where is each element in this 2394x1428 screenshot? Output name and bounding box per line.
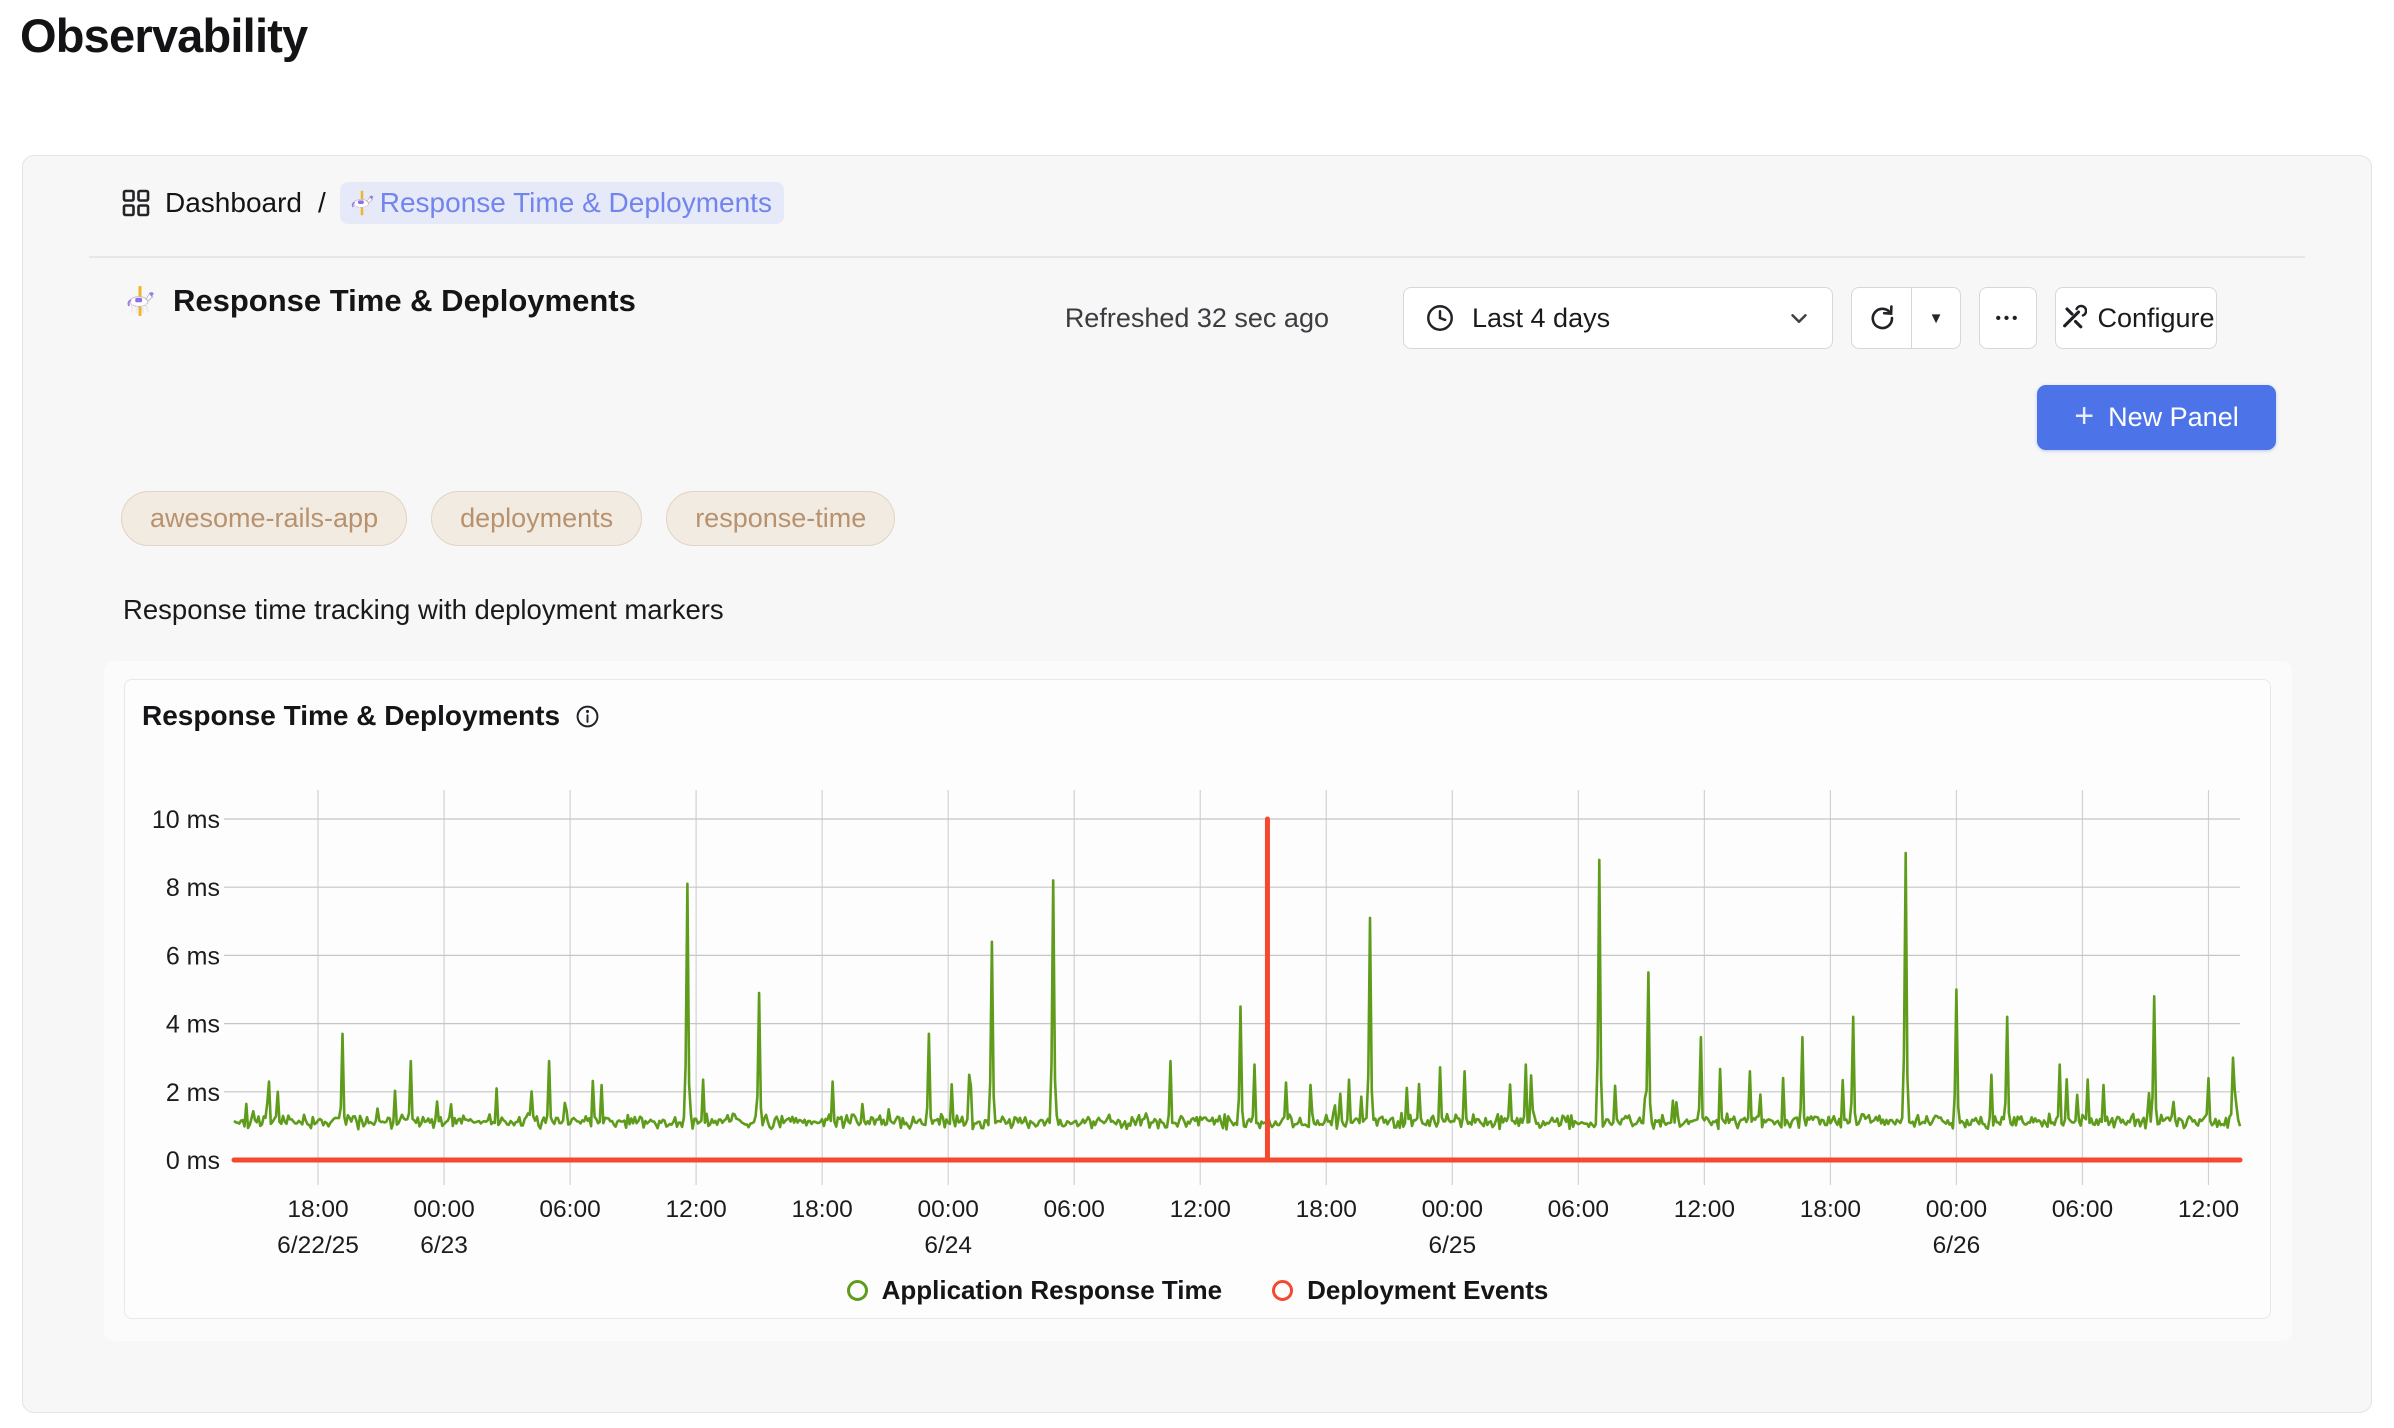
carousel-horse-icon	[348, 189, 376, 217]
x-tick-label: 18:00	[1296, 1196, 1357, 1223]
time-range-select[interactable]: Last 4 days	[1403, 287, 1833, 349]
carousel-horse-icon	[123, 284, 157, 318]
y-tick-label: 8 ms	[166, 874, 220, 902]
legend-ring-icon	[1272, 1280, 1294, 1301]
panel-description: Response time tracking with deployment m…	[123, 594, 724, 625]
x-tick-label: 12:00	[1170, 1196, 1231, 1223]
chart-title: Response Time & Deployments	[142, 700, 561, 731]
x-tick-label: 00:00	[918, 1196, 979, 1223]
panel-heading: Response Time & Deployments	[123, 283, 636, 319]
chart-panel: Response Time & Deployments 18:00 6/22/25…	[124, 679, 2271, 1319]
dashboard-grid-icon	[121, 188, 151, 218]
x-tick-label: 12:00	[1674, 1196, 1735, 1223]
plus-icon: +	[2074, 397, 2095, 435]
tools-icon	[2057, 303, 2088, 333]
legend-label: Application Response Time	[881, 1275, 1223, 1305]
x-tick-label: 06:00	[539, 1196, 600, 1223]
info-icon[interactable]	[574, 703, 601, 730]
time-range-value: Last 4 days	[1472, 302, 1611, 333]
y-tick-label: 10 ms	[152, 806, 220, 834]
chevron-down-icon	[1786, 305, 1812, 331]
ellipsis-icon: •••	[1995, 309, 2021, 327]
refresh-dropdown-toggle[interactable]: ▼	[1911, 287, 1961, 349]
configure-label: Configure	[2097, 302, 2215, 333]
legend-ring-icon	[846, 1280, 868, 1301]
x-tick-label: 12:00	[665, 1196, 726, 1223]
configure-button[interactable]: Configure	[2055, 287, 2217, 349]
legend-item[interactable]: Application Response Time	[846, 1275, 1223, 1306]
y-tick-label: 0 ms	[166, 1147, 220, 1175]
controls-row: Refreshed 32 sec ago Last 4 days	[1065, 286, 2217, 350]
x-tick-label: 18:00	[287, 1196, 348, 1223]
tags-row: awesome-rails-app deployments response-tim…	[121, 491, 896, 546]
y-tick-label: 6 ms	[166, 942, 220, 970]
x-tick-label: 00:00	[1926, 1196, 1987, 1223]
x-tick-date: 6/22/25	[277, 1232, 359, 1259]
new-panel-label: New Panel	[2108, 402, 2239, 432]
breadcrumb-current-label: Response Time & Deployments	[379, 187, 772, 218]
x-tick-label: 06:00	[2052, 1196, 2113, 1223]
refreshed-status: Refreshed 32 sec ago	[1064, 302, 1329, 333]
x-tick-date: 6/25	[1428, 1232, 1476, 1259]
x-tick-label: 00:00	[1422, 1196, 1483, 1223]
response-time-line	[233, 851, 2242, 1131]
chart-svg: 18:00 6/22/25 00:00 6/23 06:00 12:00 18:00 00:0…	[152, 790, 2243, 1259]
breadcrumb-current-link[interactable]: Response Time & Deployments	[339, 182, 784, 224]
x-tick-date: 6/23	[420, 1232, 468, 1259]
breadcrumb-dashboard-link[interactable]: Dashboard	[165, 187, 302, 218]
tag-chip[interactable]: deployments	[431, 491, 643, 546]
chart-title-row: Response Time & Deployments	[142, 700, 601, 732]
legend-label: Deployment Events	[1307, 1275, 1549, 1305]
refresh-icon	[1867, 303, 1897, 333]
tag-chip[interactable]: response-time	[666, 491, 896, 546]
page-title: Observability	[20, 9, 308, 62]
breadcrumb: Dashboard / Response Time & Deployments	[121, 178, 784, 228]
x-tick-date: 6/26	[1933, 1232, 1981, 1259]
y-tick-label: 4 ms	[166, 1011, 220, 1039]
x-tick-label: 00:00	[413, 1196, 474, 1223]
triangle-down-icon: ▼	[1928, 309, 1944, 327]
refresh-button-group: ▼	[1851, 287, 1961, 349]
more-options-button[interactable]: •••	[1979, 287, 2037, 349]
x-tick-label: 18:00	[1800, 1196, 1861, 1223]
x-tick-label: 06:00	[1044, 1196, 1105, 1223]
header-divider	[89, 256, 2305, 258]
legend-item[interactable]: Deployment Events	[1272, 1275, 1548, 1306]
new-panel-button[interactable]: + New Panel	[2037, 385, 2276, 450]
clock-icon	[1424, 302, 1456, 334]
chart-section: Response Time & Deployments 18:00 6/22/25…	[104, 661, 2292, 1341]
x-tick-label: 12:00	[2178, 1196, 2239, 1223]
chart-legend: Application Response Time Deployment Even…	[125, 1275, 2270, 1306]
tag-chip[interactable]: awesome-rails-app	[121, 491, 408, 546]
x-tick-label: 18:00	[791, 1196, 852, 1223]
y-tick-label: 2 ms	[166, 1079, 220, 1107]
dashboard-card: Dashboard / Response Time & Deployments	[22, 155, 2372, 1413]
x-tick-date: 6/24	[924, 1232, 972, 1259]
refresh-button[interactable]	[1851, 287, 1911, 349]
x-tick-label: 06:00	[1548, 1196, 1609, 1223]
breadcrumb-separator: /	[317, 187, 326, 218]
panel-title: Response Time & Deployments	[173, 283, 636, 318]
